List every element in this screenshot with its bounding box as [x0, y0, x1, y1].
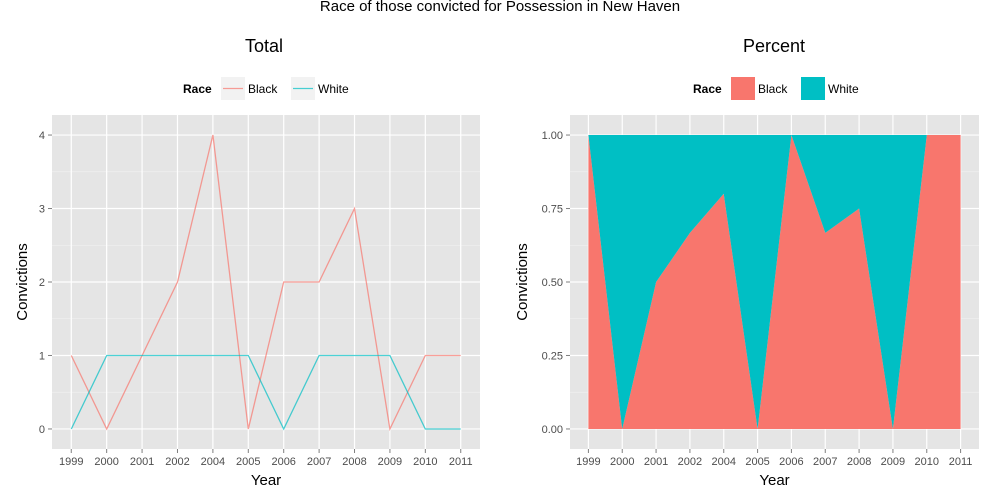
y-tick-label: 4	[39, 130, 45, 142]
x-tick-label: 2005	[236, 456, 260, 468]
panel-title: Percent	[743, 36, 805, 56]
x-tick-label: 2011	[449, 456, 473, 468]
y-tick-label: 0	[39, 424, 45, 436]
x-tick-label: 2011	[949, 456, 973, 468]
figure-title: Race of those convicted for Possession i…	[319, 0, 681, 15]
series-black	[70, 134, 461, 432]
x-tick-label: 2010	[915, 456, 939, 468]
x-tick-label: 2001	[644, 456, 668, 468]
x-tick-label: 2009	[378, 456, 402, 468]
series-white	[70, 354, 461, 431]
x-tick-label: 2000	[610, 456, 634, 468]
legend-swatch	[801, 77, 825, 100]
y-axis-title: Convictions	[14, 243, 31, 321]
legend-label: White	[318, 82, 349, 96]
x-tick-label: 2006	[271, 456, 295, 468]
x-axis-title: Year	[759, 472, 789, 489]
x-tick-label: 2006	[779, 456, 803, 468]
x-tick-label: 2005	[745, 456, 769, 468]
legend-label: White	[828, 82, 859, 96]
x-tick-label: 2001	[130, 456, 154, 468]
x-tick-label: 1999	[59, 456, 83, 468]
y-tick-label: 3	[39, 204, 45, 216]
y-tick-label: 0.75	[542, 204, 563, 216]
x-tick-label: 2004	[201, 456, 225, 468]
legend-label: Black	[248, 82, 278, 96]
y-tick-label: 2	[39, 277, 45, 289]
legend-swatch	[731, 77, 755, 100]
x-tick-label: 2007	[813, 456, 837, 468]
x-axis-title: Year	[251, 472, 281, 489]
x-tick-label: 2009	[881, 456, 905, 468]
series-line-black	[70, 134, 461, 432]
x-tick-label: 2007	[307, 456, 331, 468]
x-tick-label: 1999	[576, 456, 600, 468]
x-tick-label: 2000	[94, 456, 118, 468]
y-tick-label: 0.50	[542, 277, 563, 289]
y-axis-title: Convictions	[514, 243, 531, 321]
panel-1: Percent Race Black White 0.00 0.25 0.50 0.75 1.0…	[514, 36, 979, 489]
legend-title: Race	[693, 82, 722, 96]
x-tick-label: 2008	[847, 456, 871, 468]
legend-item-white: White	[291, 77, 349, 100]
x-tick-label: 2002	[678, 456, 702, 468]
legend-label: Black	[758, 82, 788, 96]
x-tick-label: 2004	[712, 456, 736, 468]
x-tick-label: 2010	[413, 456, 437, 468]
series-line-white	[70, 354, 461, 431]
x-tick-label: 2002	[165, 456, 189, 468]
series-area-white	[588, 135, 961, 429]
x-tick-label: 2008	[342, 456, 366, 468]
legend-item-black: Black	[731, 77, 788, 100]
y-tick-label: 0.25	[542, 350, 563, 362]
legend: Race Black White	[693, 77, 859, 100]
y-tick-label: 1.00	[542, 130, 563, 142]
legend: Race Black White	[183, 77, 349, 100]
panel-0: Total Race Black White 0 1 2 3 4 1999 2000 2001 2002…	[14, 36, 480, 489]
panel-title: Total	[245, 36, 283, 56]
legend-item-black: Black	[221, 77, 278, 100]
y-tick-label: 1	[39, 350, 45, 362]
legend-title: Race	[183, 82, 212, 96]
legend-item-white: White	[801, 77, 859, 100]
y-tick-label: 0.00	[542, 424, 563, 436]
